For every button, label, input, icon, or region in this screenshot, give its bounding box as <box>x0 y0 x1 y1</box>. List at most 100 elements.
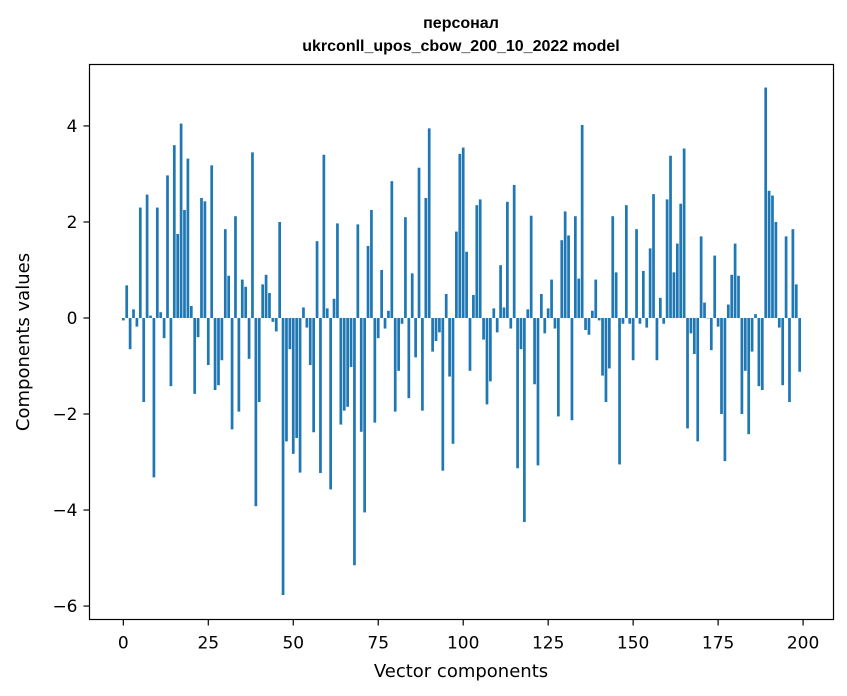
bar-170 <box>699 236 703 318</box>
bar-29 <box>220 317 224 361</box>
bar-138 <box>590 310 594 318</box>
bar-164 <box>679 203 683 318</box>
bar-136 <box>584 317 587 330</box>
bar-71 <box>363 317 366 513</box>
bar-196 <box>788 317 791 403</box>
x-tick-label: 25 <box>197 634 219 654</box>
bar-93 <box>438 317 441 333</box>
y-axis-label: Components values <box>13 253 34 431</box>
bar-118 <box>523 317 526 523</box>
bar-11 <box>159 312 163 318</box>
bar-144 <box>611 216 615 318</box>
bar-97 <box>451 317 455 444</box>
bar-81 <box>397 317 400 371</box>
bar-10 <box>155 207 159 318</box>
bar-107 <box>485 317 489 405</box>
bar-96 <box>448 317 451 377</box>
bar-41 <box>261 284 265 318</box>
bar-95 <box>444 293 448 318</box>
x-tick-label: 75 <box>367 634 389 654</box>
bar-40 <box>257 317 261 403</box>
bar-87 <box>417 167 421 318</box>
bar-195 <box>784 236 788 318</box>
bar-75 <box>376 317 380 339</box>
bar-103 <box>472 294 475 318</box>
bar-60 <box>325 308 329 318</box>
bar-15 <box>172 145 176 318</box>
bar-126 <box>550 279 553 318</box>
bar-59 <box>322 154 326 318</box>
bar-9 <box>152 317 156 478</box>
bar-102 <box>468 317 472 371</box>
bar-174 <box>713 255 717 318</box>
bar-94 <box>441 317 445 471</box>
bar-197 <box>791 229 795 318</box>
bar-77 <box>383 317 387 329</box>
bar-37 <box>247 317 251 359</box>
bar-52 <box>298 317 302 473</box>
bar-121 <box>533 317 536 385</box>
bar-62 <box>332 298 336 318</box>
bar-181 <box>737 275 740 318</box>
bar-13 <box>166 175 169 318</box>
bar-178 <box>726 304 730 318</box>
bar-125 <box>546 308 550 318</box>
bar-69 <box>356 224 360 318</box>
bar-175 <box>716 317 720 327</box>
bar-86 <box>414 317 417 358</box>
bar-45 <box>274 317 278 332</box>
bar-65 <box>342 317 346 411</box>
bar-130 <box>563 211 567 318</box>
bar-16 <box>176 233 180 318</box>
bar-146 <box>618 317 621 465</box>
bar-162 <box>672 272 676 318</box>
bar-150 <box>631 317 635 361</box>
y-tick-label: −4 <box>52 501 77 521</box>
bar-108 <box>489 317 492 382</box>
bar-80 <box>393 317 397 412</box>
bar-161 <box>669 155 672 318</box>
chart-title: персонал <box>423 15 499 32</box>
bar-6 <box>142 317 146 403</box>
bar-3 <box>132 309 135 318</box>
bar-199 <box>798 317 802 372</box>
bar-111 <box>499 265 502 318</box>
bar-148 <box>624 205 628 318</box>
bar-114 <box>509 317 513 329</box>
bar-149 <box>628 317 632 324</box>
bar-188 <box>760 317 764 391</box>
x-tick-label: 175 <box>702 634 734 654</box>
bar-153 <box>641 270 645 318</box>
bar-173 <box>709 317 713 351</box>
bar-132 <box>570 317 574 421</box>
bar-105 <box>478 199 482 318</box>
bar-134 <box>577 278 581 318</box>
bar-22 <box>196 317 200 338</box>
bar-128 <box>557 317 560 417</box>
bar-19 <box>186 158 190 318</box>
bar-46 <box>278 221 282 318</box>
bar-120 <box>529 215 533 318</box>
bar-79 <box>390 181 394 318</box>
bar-187 <box>757 317 761 387</box>
bar-191 <box>771 195 774 318</box>
bar-90 <box>427 128 431 318</box>
bar-63 <box>336 223 339 318</box>
x-tick-label: 50 <box>282 634 304 654</box>
y-tick-label: 2 <box>67 213 78 233</box>
bar-58 <box>319 317 322 474</box>
bar-44 <box>271 317 275 322</box>
bar-68 <box>353 317 356 566</box>
bar-7 <box>145 194 149 318</box>
bar-4 <box>135 317 139 327</box>
bar-21 <box>193 317 197 394</box>
bar-186 <box>754 314 757 318</box>
bar-116 <box>516 317 519 469</box>
bar-159 <box>662 317 666 324</box>
bar-43 <box>268 293 271 318</box>
bar-179 <box>730 274 734 318</box>
bar-24 <box>203 201 207 318</box>
y-axis-ticks: −6 −4 −2 0 2 4 <box>52 117 90 617</box>
bar-113 <box>506 201 509 318</box>
bar-168 <box>692 317 696 354</box>
